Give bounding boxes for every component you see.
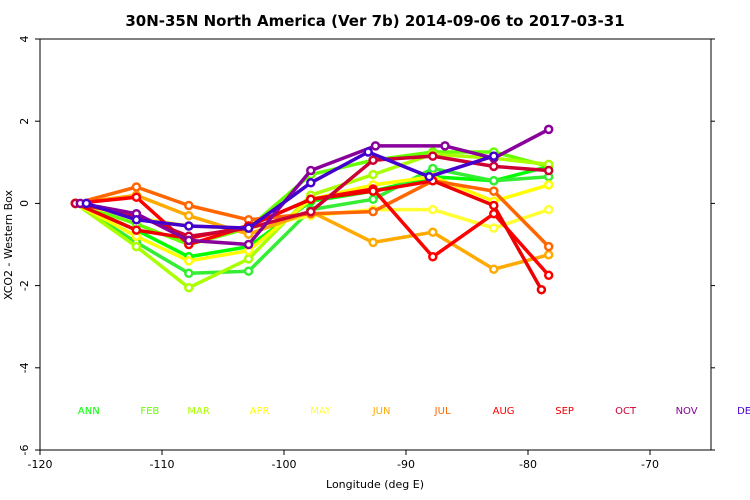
legend-label: NOV — [676, 406, 698, 417]
data-point — [368, 194, 378, 205]
data-point — [243, 266, 254, 276]
data-point — [131, 182, 142, 192]
x-axis-label: Longitude (deg E) — [326, 478, 424, 491]
series-line — [85, 150, 495, 230]
data-point — [424, 171, 434, 182]
legend-label: JUL — [434, 406, 451, 417]
data-point — [428, 252, 438, 262]
legend-label: FEB — [140, 406, 159, 417]
data-point — [368, 155, 378, 165]
data-point — [131, 225, 142, 235]
data-point — [368, 169, 378, 180]
data-point — [543, 270, 554, 281]
data-point — [306, 178, 316, 188]
data-point — [184, 235, 194, 246]
y-axis-label: XCO2 - Western Box — [2, 189, 15, 300]
plot-frame — [39, 38, 712, 451]
data-point — [440, 141, 450, 151]
data-point — [428, 151, 438, 161]
y-tick-label: -6 — [18, 445, 31, 456]
legend-label: ANN — [78, 406, 100, 417]
data-point — [306, 194, 316, 205]
data-point — [368, 237, 378, 248]
data-point — [489, 151, 499, 161]
series-dec — [81, 147, 499, 233]
data-point — [243, 223, 254, 233]
data-point — [306, 206, 316, 217]
data-point — [243, 254, 254, 264]
data-point — [368, 186, 378, 196]
x-tick-label: -70 — [641, 458, 659, 471]
chart-title: 30N-35N North America (Ver 7b) 2014-09-0… — [125, 12, 624, 30]
data-point — [489, 176, 499, 186]
legend-label: MAY — [310, 406, 332, 417]
data-point — [543, 124, 554, 135]
data-point — [543, 250, 554, 260]
data-point — [428, 204, 438, 215]
data-point — [306, 165, 316, 176]
data-point — [543, 204, 554, 215]
x-tick-label: -80 — [519, 458, 537, 471]
data-point — [131, 215, 142, 225]
x-tick-label: -120 — [28, 458, 53, 471]
data-point — [428, 227, 438, 237]
data-point — [184, 282, 194, 293]
data-point — [489, 200, 499, 211]
data-point — [536, 284, 547, 295]
legend-label: DEC — [737, 406, 750, 417]
data-point — [428, 163, 438, 174]
data-point — [489, 223, 499, 233]
data-point — [489, 186, 499, 196]
data-point — [363, 147, 373, 157]
y-tick-label: -2 — [18, 280, 31, 291]
legend-label: JUN — [372, 406, 391, 417]
data-point — [543, 180, 554, 190]
data-point — [184, 268, 194, 279]
data-point — [184, 210, 194, 221]
y-tick-label: 2 — [18, 118, 31, 125]
legend-label: SEP — [555, 406, 574, 417]
legend-label: MAR — [187, 406, 209, 417]
y-tick-label: -4 — [18, 362, 31, 373]
x-tick-label: -90 — [397, 458, 415, 471]
y-tick-label: 0 — [18, 200, 31, 207]
data-point — [543, 241, 554, 252]
x-tick-label: -100 — [272, 458, 297, 471]
legend-label: AUG — [493, 406, 515, 417]
y-tick-label: 4 — [18, 36, 31, 43]
data-point — [368, 206, 378, 217]
data-point — [81, 198, 92, 209]
legend-label: APR — [250, 406, 270, 417]
x-tick-label: -110 — [150, 458, 175, 471]
data-point — [131, 192, 142, 202]
data-point — [370, 141, 381, 151]
data-point — [184, 200, 194, 211]
legend-label: OCT — [615, 406, 637, 417]
data-point — [543, 165, 554, 176]
data-point — [131, 241, 142, 252]
data-point — [184, 256, 194, 266]
legend: ANN FEB MAR APR MAY JUN JUL AUG SEP OCT NOV DEC — [78, 406, 750, 417]
data-point — [184, 221, 194, 231]
data-point — [489, 161, 499, 172]
series-layer — [70, 124, 554, 295]
axes: -120 -110 -100 -90 -80 -70 -6 -4 -2 0 2 4 — [18, 36, 715, 471]
data-point — [243, 239, 254, 250]
data-point — [489, 264, 499, 274]
